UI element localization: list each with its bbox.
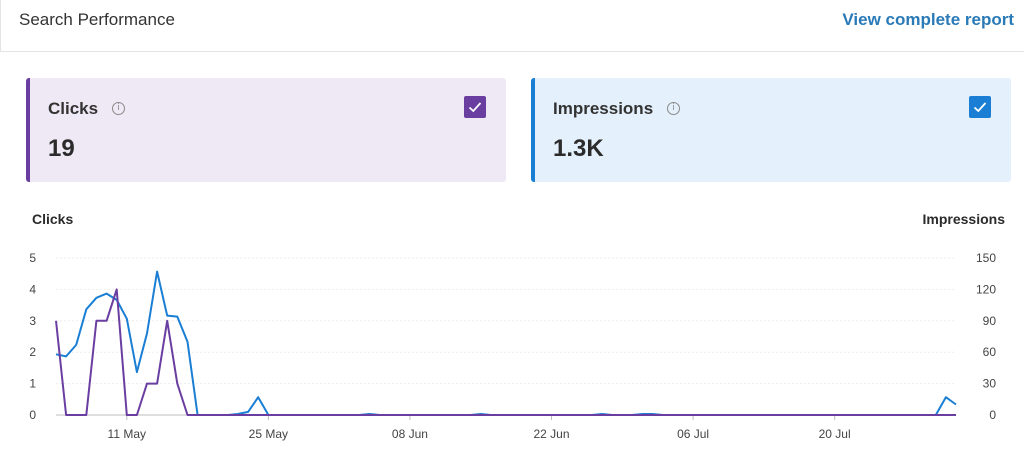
header: Search Performance View complete report <box>0 0 1024 52</box>
clicks-label: Clicks <box>48 99 99 118</box>
right-tick-label: 120 <box>976 282 996 296</box>
right-tick-label: 30 <box>983 377 997 391</box>
x-tick-label: 20 Jul <box>819 427 851 441</box>
x-tick-label: 08 Jun <box>392 427 428 441</box>
impressions-card[interactable]: Impressions i 1.3K <box>531 78 1011 182</box>
right-axis-title: Impressions <box>922 211 1005 227</box>
impressions-label: Impressions <box>553 99 654 118</box>
left-tick-label: 4 <box>29 282 36 296</box>
right-tick-label: 0 <box>989 408 996 422</box>
info-icon[interactable]: i <box>667 102 680 115</box>
x-tick-label: 11 May <box>108 427 146 441</box>
left-tick-label: 2 <box>29 345 36 359</box>
performance-chart: 0 1 2 3 4 5 0 30 60 90 120 150 11 May 25 May 08 Jun 22 … <box>29 251 997 441</box>
left-axis-title: Clicks <box>32 211 74 227</box>
clicks-value: 19 <box>48 135 75 162</box>
checkmark-icon <box>973 102 987 113</box>
clicks-checkbox[interactable] <box>464 96 486 118</box>
page-title: Search Performance <box>19 10 175 29</box>
left-tick-label: 0 <box>29 408 36 422</box>
impressions-checkbox[interactable] <box>969 96 991 118</box>
x-tick-label: 25 May <box>249 427 288 441</box>
left-tick-label: 5 <box>29 251 36 265</box>
x-tick-label: 06 Jul <box>677 427 709 441</box>
clicks-series-line <box>55 288 956 416</box>
right-tick-label: 150 <box>976 251 996 265</box>
checkmark-icon <box>468 102 482 113</box>
left-tick-label: 1 <box>29 377 36 391</box>
clicks-card[interactable]: Clicks i 19 <box>26 78 506 182</box>
view-complete-report-link[interactable]: View complete report <box>842 10 1014 29</box>
right-tick-label: 60 <box>983 345 997 359</box>
impressions-value: 1.3K <box>553 135 604 162</box>
info-icon[interactable]: i <box>112 102 125 115</box>
impressions-series-line <box>55 270 957 416</box>
left-tick-label: 3 <box>29 314 36 328</box>
x-tick-label: 22 Jun <box>533 427 569 441</box>
right-tick-label: 90 <box>983 314 997 328</box>
